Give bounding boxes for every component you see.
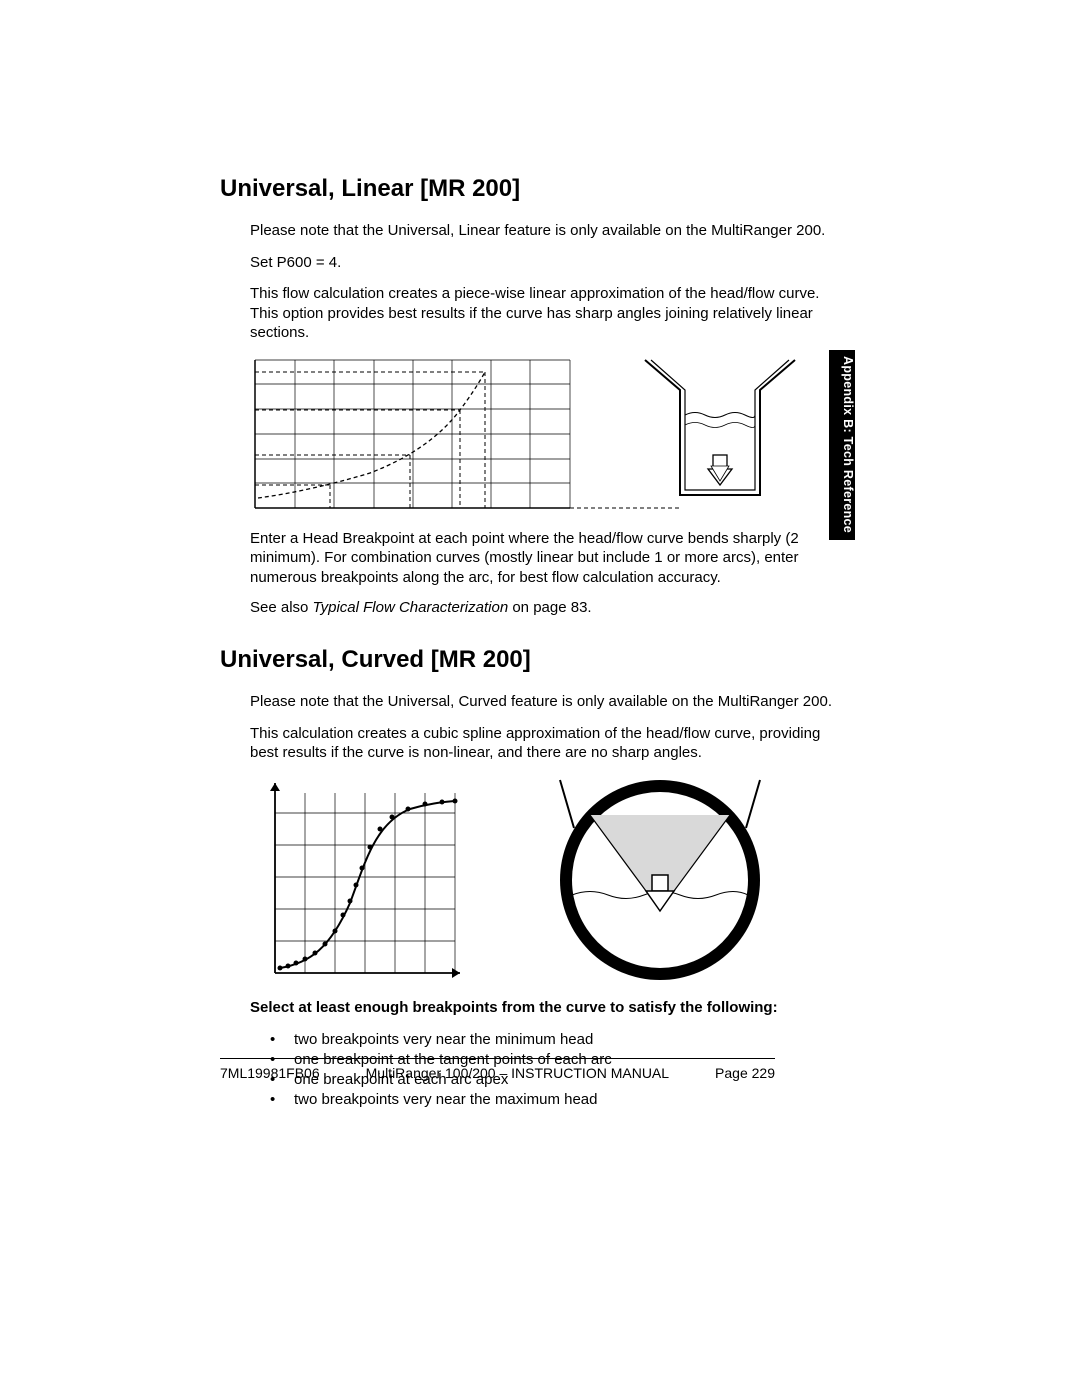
- figure-curved-row: [220, 775, 840, 985]
- para-linear-desc: This flow calculation creates a piece-wi…: [220, 284, 840, 343]
- footer-doc-id: 7ML19981FB06: [220, 1065, 320, 1081]
- para-linear-note: Please note that the Universal, Linear f…: [220, 221, 840, 241]
- side-tab-appendix: Appendix B: Tech Reference: [829, 350, 855, 540]
- see-also-pre: See also: [250, 599, 313, 616]
- figure-linear-svg: [250, 355, 810, 515]
- page-footer: 7ML19981FB06 MultiRanger 100/200 – INSTR…: [220, 1058, 775, 1081]
- bullet-item: two breakpoints very near the minimum he…: [270, 1030, 840, 1050]
- footer-title: MultiRanger 100/200 – INSTRUCTION MANUAL: [366, 1065, 669, 1081]
- para-set-p600: Set P600 = 4.: [220, 253, 840, 273]
- figure-linear-row: [220, 355, 840, 515]
- footer-page: Page 229: [715, 1065, 775, 1081]
- heading-universal-linear: Universal, Linear [MR 200]: [220, 175, 840, 203]
- see-also-line: See also Typical Flow Characterization o…: [220, 599, 840, 616]
- para-curved-note: Please note that the Universal, Curved f…: [220, 692, 840, 712]
- bold-select-breakpoints: Select at least enough breakpoints from …: [220, 999, 840, 1016]
- see-also-italic: Typical Flow Characterization: [313, 599, 509, 616]
- bullet-item: two breakpoints very near the maximum he…: [270, 1090, 840, 1110]
- figure-curved-svg: [250, 775, 810, 985]
- para-breakpoint-instr: Enter a Head Breakpoint at each point wh…: [220, 529, 840, 588]
- see-also-post: on page 83.: [508, 599, 591, 616]
- para-curved-desc: This calculation creates a cubic spline …: [220, 724, 840, 763]
- heading-universal-curved: Universal, Curved [MR 200]: [220, 646, 840, 674]
